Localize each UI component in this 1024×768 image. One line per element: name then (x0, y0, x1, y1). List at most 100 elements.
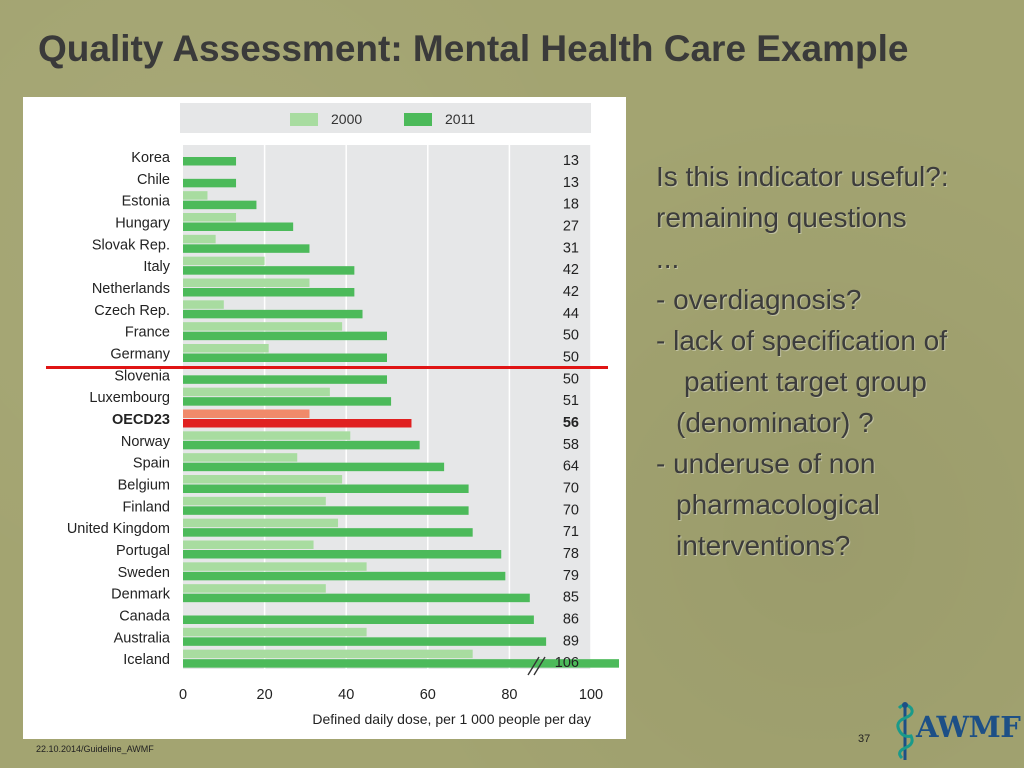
x-axis-label: Defined daily dose, per 1 000 people per… (312, 711, 591, 727)
bar-2011 (183, 637, 547, 646)
bar-2011 (183, 419, 412, 428)
category-label: Slovak Rep. (92, 237, 170, 253)
logo-text: AWMF (916, 710, 1021, 744)
category-label: OECD23 (112, 412, 170, 428)
plot-area (183, 145, 591, 669)
category-label: France (125, 325, 170, 341)
category-label: Portugal (116, 543, 170, 559)
category-label: Germany (110, 347, 170, 363)
value-label: 89 (563, 633, 579, 649)
bar-2000 (183, 518, 339, 528)
x-tick-label: 80 (501, 687, 517, 703)
value-label: 51 (563, 393, 579, 409)
category-label: Australia (114, 630, 171, 646)
value-label: 50 (563, 328, 579, 344)
bar-2011 (183, 506, 469, 515)
footer-date: 22.10.2014/Guideline_AWMF (36, 744, 154, 754)
bar-2011 (183, 353, 387, 362)
x-tick-label: 100 (579, 687, 603, 703)
category-label: Chile (137, 172, 170, 188)
bar-2011 (183, 200, 257, 210)
bullet-line: - lack of specification of (656, 325, 948, 356)
bar-2011 (183, 593, 530, 603)
value-label: 27 (563, 219, 579, 235)
bar-2011 (183, 484, 469, 493)
bar-2000 (183, 278, 310, 287)
bar-2011 (183, 331, 387, 341)
legend-label: 2000 (331, 111, 362, 127)
bar-2000 (183, 344, 269, 353)
value-label: 13 (563, 153, 579, 169)
bar-2000 (183, 256, 265, 266)
value-label: 70 (563, 481, 579, 497)
value-label: 18 (563, 197, 579, 213)
value-label: 58 (563, 437, 579, 453)
bar-2011 (183, 571, 506, 581)
value-label: 42 (563, 284, 579, 300)
slide-title: Quality Assessment: Mental Health Care E… (38, 28, 909, 69)
value-label: 78 (563, 546, 579, 562)
value-label: 13 (563, 175, 579, 191)
legend-swatch (290, 113, 318, 126)
axis-break-mark (533, 656, 546, 676)
category-label: United Kingdom (67, 521, 170, 537)
category-label: Italy (143, 259, 170, 275)
category-label: Korea (131, 150, 171, 166)
bar-2000 (183, 453, 298, 462)
bar-2011 (183, 222, 294, 231)
legend-swatch (404, 113, 432, 126)
bar-2011 (183, 157, 237, 166)
bullet-line: - underuse of non (656, 448, 876, 479)
value-label: 85 (563, 590, 579, 606)
bar-2011 (183, 528, 473, 537)
value-label: 70 (563, 502, 579, 518)
bar-2000 (183, 213, 237, 222)
awmf-logo: AWMF (890, 700, 1021, 762)
value-label: 31 (563, 240, 579, 256)
bar-2000 (183, 191, 208, 200)
bullet-line: interventions? (676, 530, 851, 561)
category-label: Czech Rep. (94, 303, 170, 319)
value-label: 79 (563, 568, 579, 584)
bullet-line: - overdiagnosis? (656, 284, 862, 315)
bar-2000 (183, 431, 351, 440)
chart-panel: 2000 2011 Korea 13 Chile 13 Estonia 18 Hungary 27… (23, 97, 626, 739)
value-label: 56 (563, 415, 579, 431)
bar-chart: 2000 2011 Korea 13 Chile 13 Estonia 18 Hungary 27… (67, 103, 619, 727)
bar-2000 (183, 300, 224, 309)
bar-2000 (183, 234, 216, 244)
bar-2011 (183, 462, 445, 472)
bar-2011 (183, 266, 355, 275)
bar-2000 (183, 627, 367, 637)
bar-2011 (183, 550, 502, 559)
axis-break-mark (527, 656, 540, 676)
category-label: Hungary (115, 216, 171, 232)
category-label: Sweden (118, 565, 170, 581)
x-tick-label: 20 (257, 687, 273, 703)
bar-2000 (183, 387, 330, 397)
bar-2000 (183, 649, 473, 659)
legend-box (180, 103, 591, 133)
value-label: 106 (555, 655, 579, 671)
bullet-line: patient target group (684, 366, 927, 397)
category-label: Denmark (111, 587, 171, 603)
bar-2000 (183, 540, 314, 549)
bar-2011 (183, 397, 392, 406)
bar-2000 (183, 409, 310, 418)
category-label: Canada (119, 609, 171, 625)
category-label: Luxembourg (89, 390, 170, 406)
caduceus-icon (896, 702, 914, 760)
x-tick-label: 60 (420, 687, 436, 703)
category-label: Netherlands (92, 281, 170, 297)
value-label: 44 (563, 306, 579, 322)
bullet-line: ... (656, 243, 680, 274)
bar-2000 (183, 475, 343, 484)
value-label: 64 (563, 459, 579, 475)
page-number: 37 (858, 733, 871, 745)
x-tick-label: 0 (179, 687, 187, 703)
category-label: Norway (121, 434, 171, 450)
bar-2011 (183, 659, 619, 668)
bullet-line: remaining questions (656, 202, 907, 233)
bar-2000 (183, 584, 326, 593)
bar-2000 (183, 562, 367, 571)
